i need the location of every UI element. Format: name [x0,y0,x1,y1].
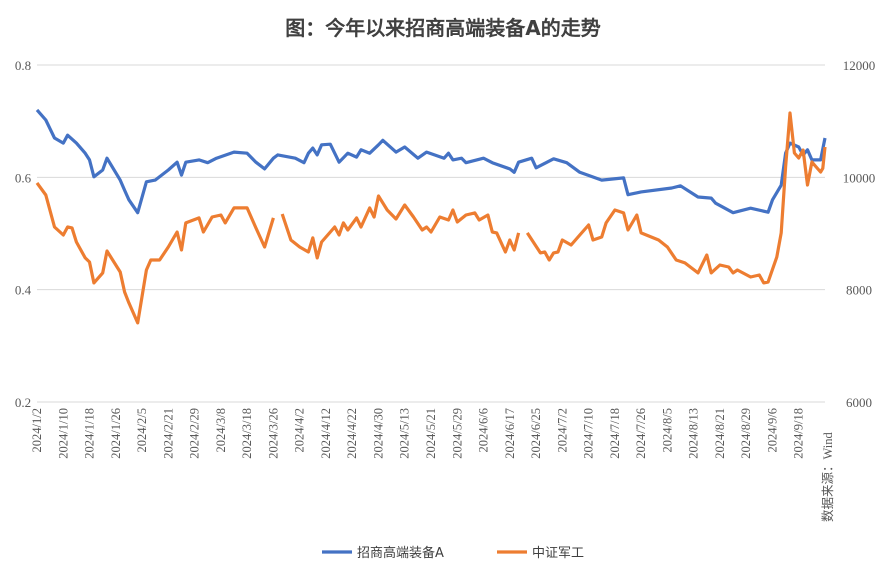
x-tick-label: 2024/9/6 [765,408,779,452]
series-line-index [35,111,827,325]
legend-label: 中证军工 [532,546,584,561]
x-tick-label: 2024/6/25 [529,408,543,459]
x-tick-label: 2024/8/29 [739,408,753,459]
x-tick-label: 2024/7/10 [582,408,596,459]
x-tick-label: 2024/1/18 [83,408,97,459]
chart-title: 图：今年以来招商高端装备A的走势 [285,16,600,40]
x-tick-label: 2024/8/21 [713,408,727,459]
x-tick-label: 2024/2/21 [161,408,175,459]
y-right-tick-label: 8000 [846,283,872,298]
legend-label: 招商高端装备A [357,545,444,561]
series-line-fund [35,108,827,215]
x-tick-label: 2024/3/8 [214,408,228,452]
legend: 招商高端装备A 中证军工 [322,545,584,561]
x-tick-label: 2024/7/26 [634,408,648,459]
x-tick-label: 2024/6/17 [503,408,517,459]
source-note: 数据来源：Wind [820,431,835,522]
x-tick-label: 2024/9/18 [792,408,806,459]
x-tick-label: 2024/7/18 [608,408,622,459]
x-tick-label: 2024/2/29 [188,408,202,459]
x-tick-label: 2024/4/22 [345,408,359,459]
y-right-tick-label: 10000 [843,170,876,185]
x-tick-label: 2024/1/2 [30,408,44,452]
x-tick-label: 2024/7/2 [555,408,569,452]
x-tick-label: 2024/5/29 [450,408,464,459]
x-tick-label: 2024/1/26 [109,408,123,459]
x-tick-label: 2024/5/21 [424,408,438,459]
x-tick-label: 2024/1/10 [56,408,70,459]
x-tick-label: 2024/4/2 [293,408,307,452]
x-tick-label: 2024/8/13 [687,408,701,459]
y-left-tick-label: 0.2 [15,395,31,410]
y-left-tick-label: 0.4 [15,283,32,298]
y-right-tick-label: 12000 [843,58,876,73]
x-tick-label: 2024/5/13 [398,408,412,459]
x-tick-label: 2024/3/26 [266,408,280,459]
y-left-tick-label: 0.8 [15,58,31,73]
x-tick-label: 2024/8/5 [660,408,674,452]
y-right-tick-label: 6000 [846,395,872,410]
x-tick-label: 2024/3/18 [240,408,254,459]
x-tick-label: 2024/4/30 [371,408,385,459]
y-left-tick-label: 0.6 [15,170,32,185]
x-tick-label: 2024/6/6 [477,408,491,452]
x-tick-label: 2024/2/5 [135,408,149,452]
x-tick-label: 2024/4/12 [319,408,333,459]
